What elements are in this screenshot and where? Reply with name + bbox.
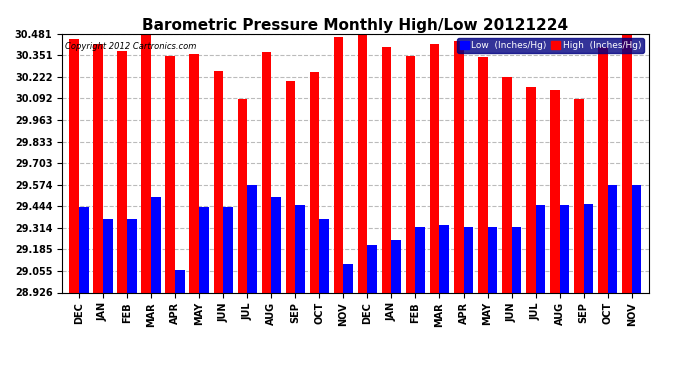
Bar: [440, 225, 449, 292]
Bar: [93, 44, 103, 292]
Bar: [454, 40, 464, 292]
Bar: [79, 207, 88, 292]
Bar: [357, 34, 367, 292]
Bar: [367, 245, 377, 292]
Bar: [247, 185, 257, 292]
Bar: [430, 44, 440, 292]
Text: Copyright 2012 Cartronics.com: Copyright 2012 Cartronics.com: [65, 42, 197, 51]
Bar: [622, 34, 632, 292]
Bar: [406, 56, 415, 292]
Bar: [286, 81, 295, 292]
Bar: [199, 207, 208, 292]
Bar: [550, 90, 560, 292]
Bar: [598, 47, 608, 292]
Bar: [526, 87, 535, 292]
Bar: [271, 197, 281, 292]
Bar: [344, 264, 353, 292]
Bar: [464, 227, 473, 292]
Bar: [223, 207, 233, 292]
Bar: [213, 70, 223, 292]
Bar: [488, 227, 497, 292]
Bar: [262, 52, 271, 292]
Bar: [632, 185, 642, 292]
Bar: [391, 240, 401, 292]
Title: Barometric Pressure Monthly High/Low 20121224: Barometric Pressure Monthly High/Low 201…: [142, 18, 569, 33]
Bar: [190, 54, 199, 292]
Bar: [382, 47, 391, 292]
Bar: [166, 56, 175, 292]
Bar: [560, 205, 569, 292]
Bar: [237, 99, 247, 292]
Bar: [415, 227, 425, 292]
Bar: [334, 37, 344, 292]
Bar: [502, 77, 511, 292]
Legend: Low  (Inches/Hg), High  (Inches/Hg): Low (Inches/Hg), High (Inches/Hg): [457, 38, 644, 53]
Bar: [319, 219, 329, 292]
Bar: [117, 51, 127, 292]
Bar: [151, 197, 161, 292]
Bar: [511, 227, 521, 292]
Bar: [295, 205, 305, 292]
Bar: [127, 219, 137, 292]
Bar: [478, 57, 488, 292]
Bar: [584, 204, 593, 292]
Bar: [608, 185, 618, 292]
Bar: [175, 270, 185, 292]
Bar: [574, 99, 584, 292]
Bar: [103, 219, 112, 292]
Bar: [69, 39, 79, 292]
Bar: [141, 34, 151, 292]
Bar: [310, 72, 319, 292]
Bar: [535, 205, 545, 292]
